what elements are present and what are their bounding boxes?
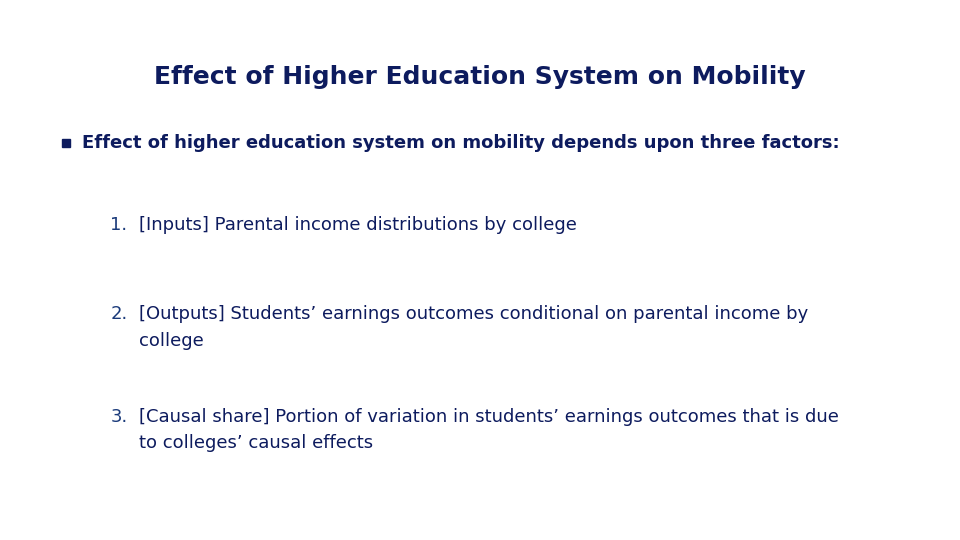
- Text: Effect of Higher Education System on Mobility: Effect of Higher Education System on Mob…: [155, 65, 805, 89]
- Text: [Outputs] Students’ earnings outcomes conditional on parental income by
college: [Outputs] Students’ earnings outcomes co…: [139, 305, 808, 349]
- Text: 2.: 2.: [110, 305, 128, 323]
- Text: [Inputs] Parental income distributions by college: [Inputs] Parental income distributions b…: [139, 216, 577, 234]
- Text: [Causal share] Portion of variation in students’ earnings outcomes that is due
t: [Causal share] Portion of variation in s…: [139, 408, 839, 452]
- Text: Effect of higher education system on mobility depends upon three factors:: Effect of higher education system on mob…: [82, 134, 839, 152]
- Text: 1.: 1.: [110, 216, 128, 234]
- Text: 3.: 3.: [110, 408, 128, 426]
